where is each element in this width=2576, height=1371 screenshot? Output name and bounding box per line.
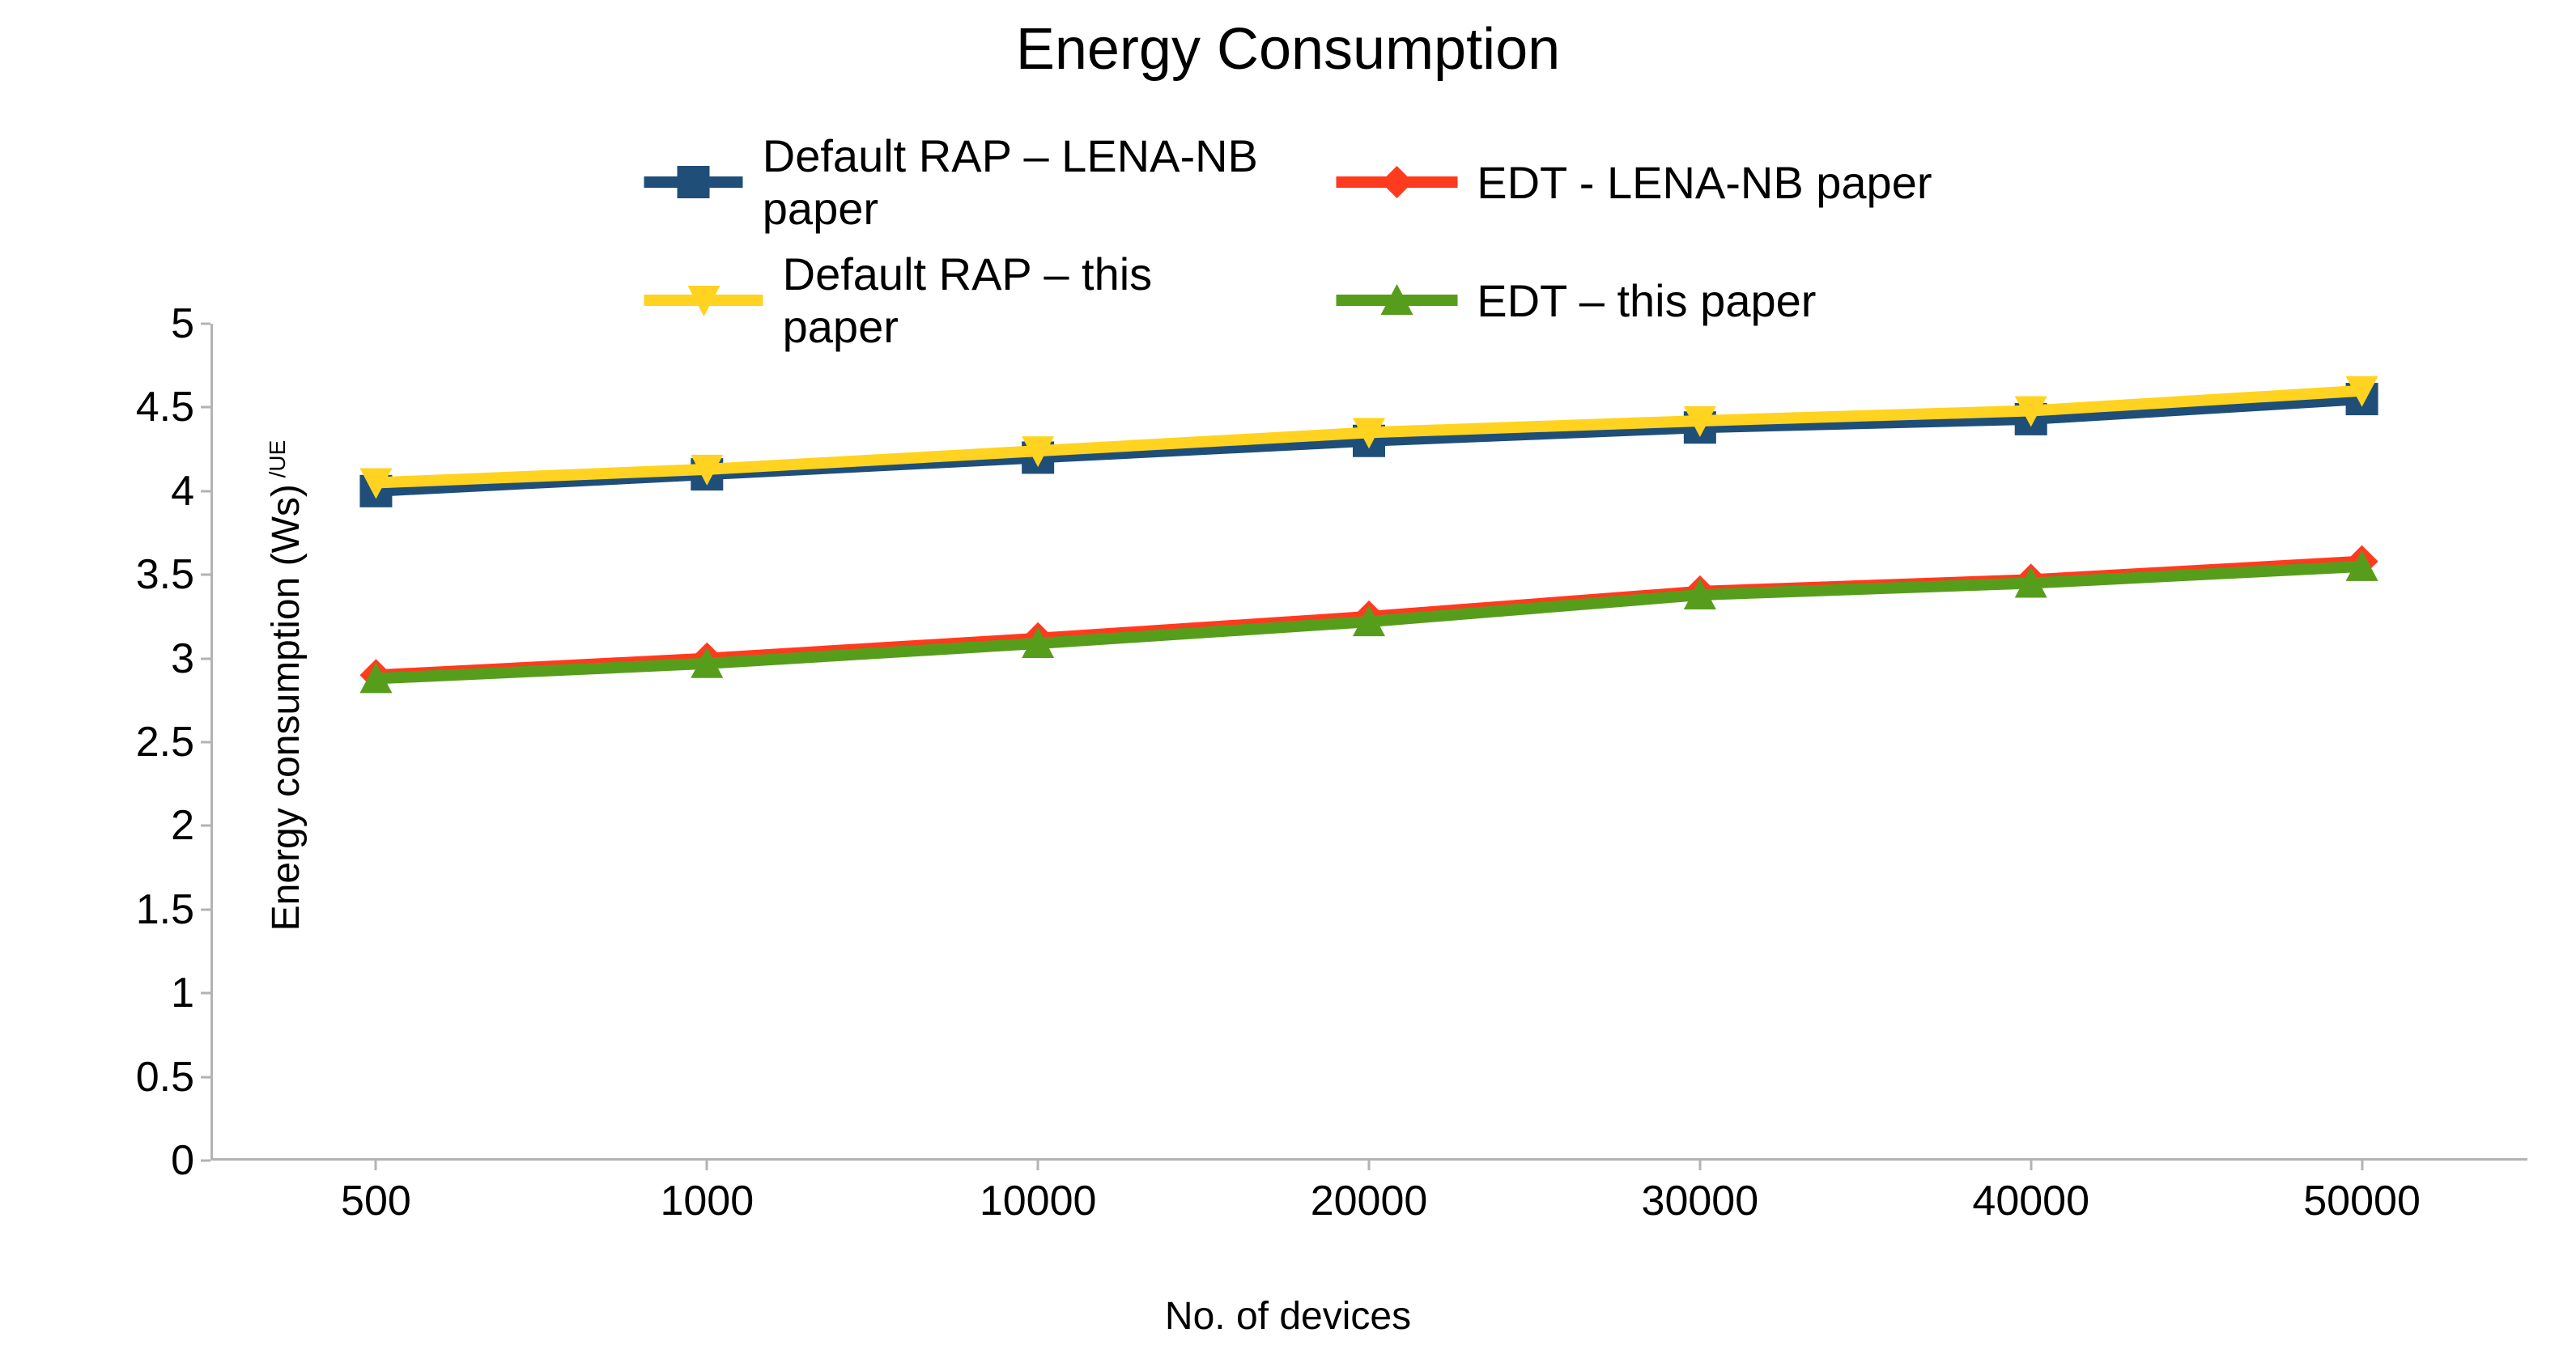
y-tick-mark [201, 1160, 210, 1162]
x-tick-mark [1698, 1161, 1701, 1170]
y-tick-label: 1 [171, 969, 194, 1017]
x-tick-mark [375, 1161, 377, 1170]
legend-swatch [644, 163, 743, 202]
legend-label: EDT – this paper [1477, 274, 1816, 327]
y-tick-label: 2.5 [136, 718, 194, 766]
plot-svg [210, 324, 2527, 1161]
legend-label: EDT - LENA-NB paper [1477, 156, 1932, 209]
chart-title: Energy Consumption [0, 16, 2576, 83]
legend-marker [676, 164, 712, 200]
x-tick-label: 50000 [2303, 1177, 2421, 1225]
legend-label: Default RAP – LENA-NB paper [763, 129, 1271, 235]
x-axis-label: No. of devices [0, 1294, 2576, 1339]
x-tick-mark [1368, 1161, 1371, 1170]
y-tick-label: 5 [171, 299, 194, 348]
x-tick-mark [2361, 1161, 2363, 1170]
y-tick-label: 3 [171, 635, 194, 683]
y-tick-label: 0.5 [136, 1053, 194, 1101]
y-tick-label: 3.5 [136, 550, 194, 599]
y-tick-mark [201, 908, 210, 910]
y-tick-mark [201, 490, 210, 492]
x-tick-label: 500 [341, 1177, 411, 1225]
y-tick-label: 1.5 [136, 885, 194, 934]
y-tick-label: 4 [171, 467, 194, 516]
x-tick-label: 30000 [1642, 1177, 1759, 1225]
chart-legend: Default RAP – LENA-NB paper EDT - LENA-NB… [644, 129, 1932, 353]
x-tick-label: 40000 [1972, 1177, 2089, 1225]
y-tick-mark [201, 657, 210, 660]
x-tick-label: 20000 [1311, 1177, 1428, 1225]
legend-item-default_rap_lena: Default RAP – LENA-NB paper [644, 129, 1272, 235]
y-tick-label: 0 [171, 1136, 194, 1185]
y-tick-mark [201, 574, 210, 576]
plot-area: 00.511.522.533.544.555001000100002000030… [210, 324, 2527, 1161]
x-tick-label: 10000 [980, 1177, 1097, 1225]
legend-marker [1379, 282, 1414, 318]
x-tick-mark [2030, 1161, 2032, 1170]
y-tick-label: 2 [171, 801, 194, 850]
y-tick-mark [201, 741, 210, 744]
legend-marker [686, 282, 721, 318]
chart-container: Energy Consumption Default RAP – LENA-NB… [0, 0, 2576, 1371]
legend-swatch [1336, 163, 1457, 202]
x-tick-mark [706, 1161, 708, 1170]
y-tick-mark [201, 992, 210, 995]
y-tick-mark [201, 1076, 210, 1078]
legend-item-edt_lena: EDT - LENA-NB paper [1336, 129, 1932, 235]
x-tick-label: 1000 [660, 1177, 754, 1225]
legend-swatch [1336, 281, 1457, 320]
y-tick-mark [201, 406, 210, 409]
y-tick-label: 4.5 [136, 383, 194, 431]
y-tick-mark [201, 825, 210, 827]
y-tick-mark [201, 323, 210, 325]
legend-marker [1379, 164, 1414, 200]
x-tick-mark [1037, 1161, 1039, 1170]
legend-swatch [644, 281, 763, 320]
